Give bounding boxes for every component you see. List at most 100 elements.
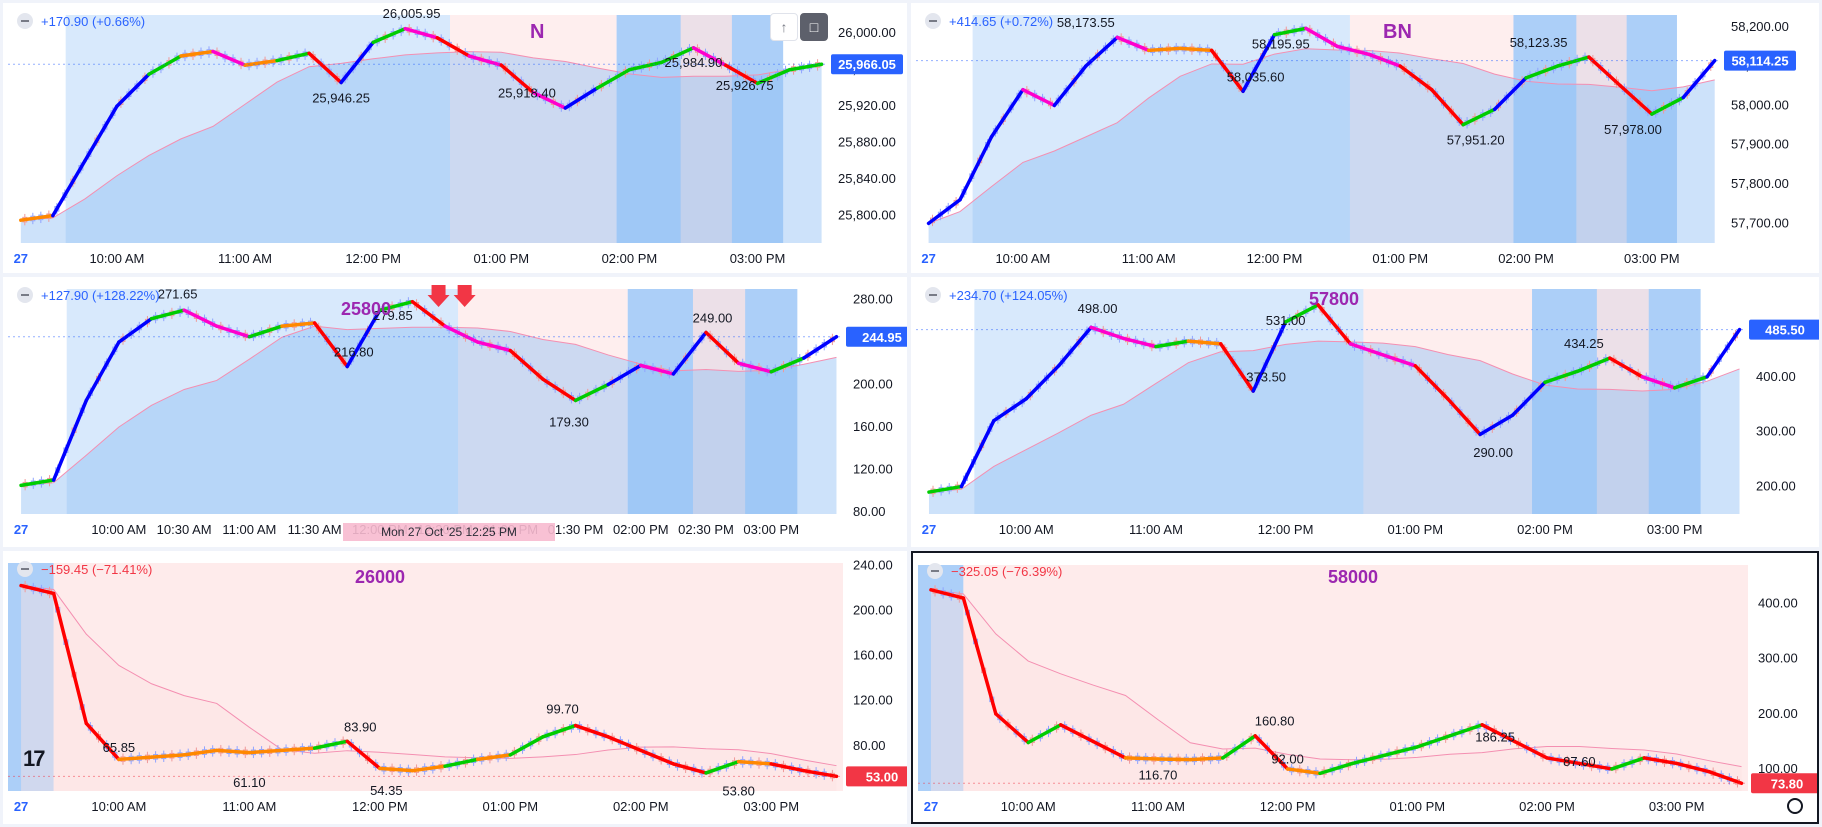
change-text: −159.45 (−71.41%) [41, 561, 153, 577]
x-tick-label: 12:00 PM [1260, 799, 1316, 814]
trend-line-segment [1705, 327, 1742, 379]
y-tick-label: 120.00 [853, 693, 893, 708]
trend-line-segment [1543, 369, 1580, 385]
chart-panel-57800[interactable]: 400.00 300.00 200.00 27 10:00 AM 11:00 AM 12:0… [911, 277, 1819, 547]
chart-panel-58000[interactable]: 400.00 300.00 200.00 100.00 27 10:00 AM 11:00 … [911, 551, 1819, 824]
x-tick-label: 11:00 AM [1129, 522, 1183, 537]
trend-line-segment [1510, 380, 1547, 417]
arrow-up-icon[interactable]: ↑ [770, 13, 798, 41]
x-tick-label: 02:00 PM [613, 799, 669, 814]
collapse-icon[interactable] [17, 13, 33, 29]
trend-line-segment [541, 723, 578, 739]
settings-icon[interactable] [1787, 798, 1803, 814]
collapse-icon[interactable] [17, 287, 33, 303]
collapse-icon[interactable] [925, 13, 941, 29]
trend-line-segment [1154, 339, 1191, 349]
x-tick-label: 10:00 AM [89, 251, 144, 266]
price-annotation: 58,195.95 [1252, 36, 1310, 51]
trend-line-segment [280, 746, 317, 753]
trend-line-segment [1587, 55, 1623, 88]
change-text: +234.70 (+124.05%) [949, 287, 1068, 303]
price-annotation: 26,005.95 [383, 6, 441, 21]
price-annotation: 271.65 [158, 286, 198, 301]
trend-line-segment [1178, 46, 1214, 53]
trend-line-segment [1209, 48, 1245, 94]
x-tick-label: 02:00 PM [1498, 251, 1554, 266]
x-tick-label: 12:00 PM [1258, 522, 1314, 537]
last-price-tag [846, 326, 907, 347]
y-tick-label: 58,000.00 [1731, 97, 1789, 112]
trend-line-segment [1335, 44, 1371, 57]
x-tick-label: 12:00 PM [352, 799, 408, 814]
last-price-text: 53.00 [866, 769, 899, 784]
trend-line-segment [1461, 107, 1497, 127]
x-tick-label: 03:00 PM [743, 799, 799, 814]
x-tick-label: 10:00 AM [91, 522, 146, 537]
trend-line-segment [312, 321, 349, 369]
chart-canvas[interactable]: 280.00240.00200.00160.00120.0080.002710:… [3, 277, 907, 547]
chart-panel-bn[interactable]: 58,200.0058,100.0058,000.0057,900.0057,8… [911, 3, 1819, 273]
trend-line-segment [1445, 397, 1482, 437]
collapse-icon[interactable] [925, 287, 941, 303]
y-tick-label: 25,920.00 [838, 98, 896, 113]
trend-line-segment [1545, 756, 1582, 766]
trend-line-segment [1188, 756, 1225, 762]
symbol-label: N [530, 21, 545, 43]
collapse-icon[interactable] [927, 563, 943, 579]
trend-line-segment [1241, 32, 1277, 94]
price-annotation: 87.60 [1563, 754, 1596, 769]
trend-line-segment [247, 748, 284, 755]
price-annotation: 25,946.25 [312, 90, 370, 105]
trend-line-segment [1610, 756, 1646, 771]
trend-line-segment [606, 363, 643, 387]
background-zone [1596, 289, 1649, 514]
trend-line-segment [1415, 734, 1452, 749]
chart-canvas[interactable]: 400.00 300.00 200.00 100.00 27 10:00 AM 11:00 … [913, 553, 1817, 822]
trend-line-segment [1383, 745, 1420, 757]
tradingview-logo[interactable]: 17 [23, 746, 46, 771]
y-tick-label: 160.00 [853, 419, 893, 434]
trend-line-segment [1642, 756, 1679, 766]
trend-line-segment [1318, 761, 1355, 776]
moving-average-area [20, 51, 822, 243]
chart-canvas[interactable]: 58,200.0058,100.0058,000.0057,900.0057,8… [911, 3, 1819, 273]
x-tick-label: 10:00 AM [999, 522, 1054, 537]
x-tick-label: 11:00 AM [1122, 251, 1176, 266]
fullscreen-icon[interactable]: □ [800, 13, 828, 41]
last-price-text: 25,966.05 [838, 57, 896, 72]
trend-line-segment [606, 735, 643, 753]
change-text: +170.90 (+0.66%) [41, 13, 146, 29]
price-annotation: 434.25 [1564, 336, 1604, 351]
trend-line-segment [595, 67, 632, 90]
chart-panel-n[interactable]: 26,000.0025,960.0025,920.0025,880.0025,8… [3, 3, 907, 273]
x-tick-label: 11:00 AM [1131, 799, 1185, 814]
trend-line-segment [1398, 64, 1434, 92]
chart-panel-26000[interactable]: 240.00 200.00 160.00 120.00 80.00 27 10:00 AM 1… [3, 551, 907, 824]
x-tick-label: 12:00 PM [345, 251, 401, 266]
chart-canvas[interactable]: 26,000.0025,960.0025,920.0025,880.0025,8… [3, 3, 907, 273]
y-tick-label: 57,900.00 [1731, 137, 1789, 152]
x-tick-label: 11:00 AM [218, 251, 272, 266]
chart-canvas[interactable]: 400.00 300.00 200.00 27 10:00 AM 11:00 AM 12:0… [911, 277, 1819, 547]
last-price-tag [1724, 50, 1796, 71]
collapse-icon[interactable] [17, 561, 33, 577]
trend-line-segment [961, 596, 998, 716]
change-text: +127.90 (+128.22%) [41, 287, 160, 303]
trend-line-segment [19, 583, 56, 596]
trend-line-segment [1555, 55, 1591, 68]
chart-panel-25800[interactable]: 280.00240.00200.00160.00120.0080.002710:… [3, 277, 907, 547]
trend-line-segment [51, 398, 89, 482]
trend-line-segment [959, 418, 996, 489]
change-text: +414.65 (+0.72%) [949, 13, 1054, 29]
hover-tooltip: Mon 27 Oct '25 12:25 PM [343, 523, 555, 541]
price-annotation: 531.00 [1266, 313, 1306, 328]
trend-line-segment [275, 51, 311, 63]
trend-line-segment [958, 135, 994, 202]
trend-line-segment [1253, 734, 1290, 771]
trend-line-segment [1283, 303, 1320, 324]
price-annotation: 53.80 [722, 783, 755, 798]
trend-line-segment [345, 308, 382, 369]
trend-line-segment [1052, 64, 1088, 108]
chart-canvas[interactable]: 240.00 200.00 160.00 120.00 80.00 27 10:00 AM 1… [3, 551, 907, 824]
trend-line-segment [1707, 769, 1744, 786]
